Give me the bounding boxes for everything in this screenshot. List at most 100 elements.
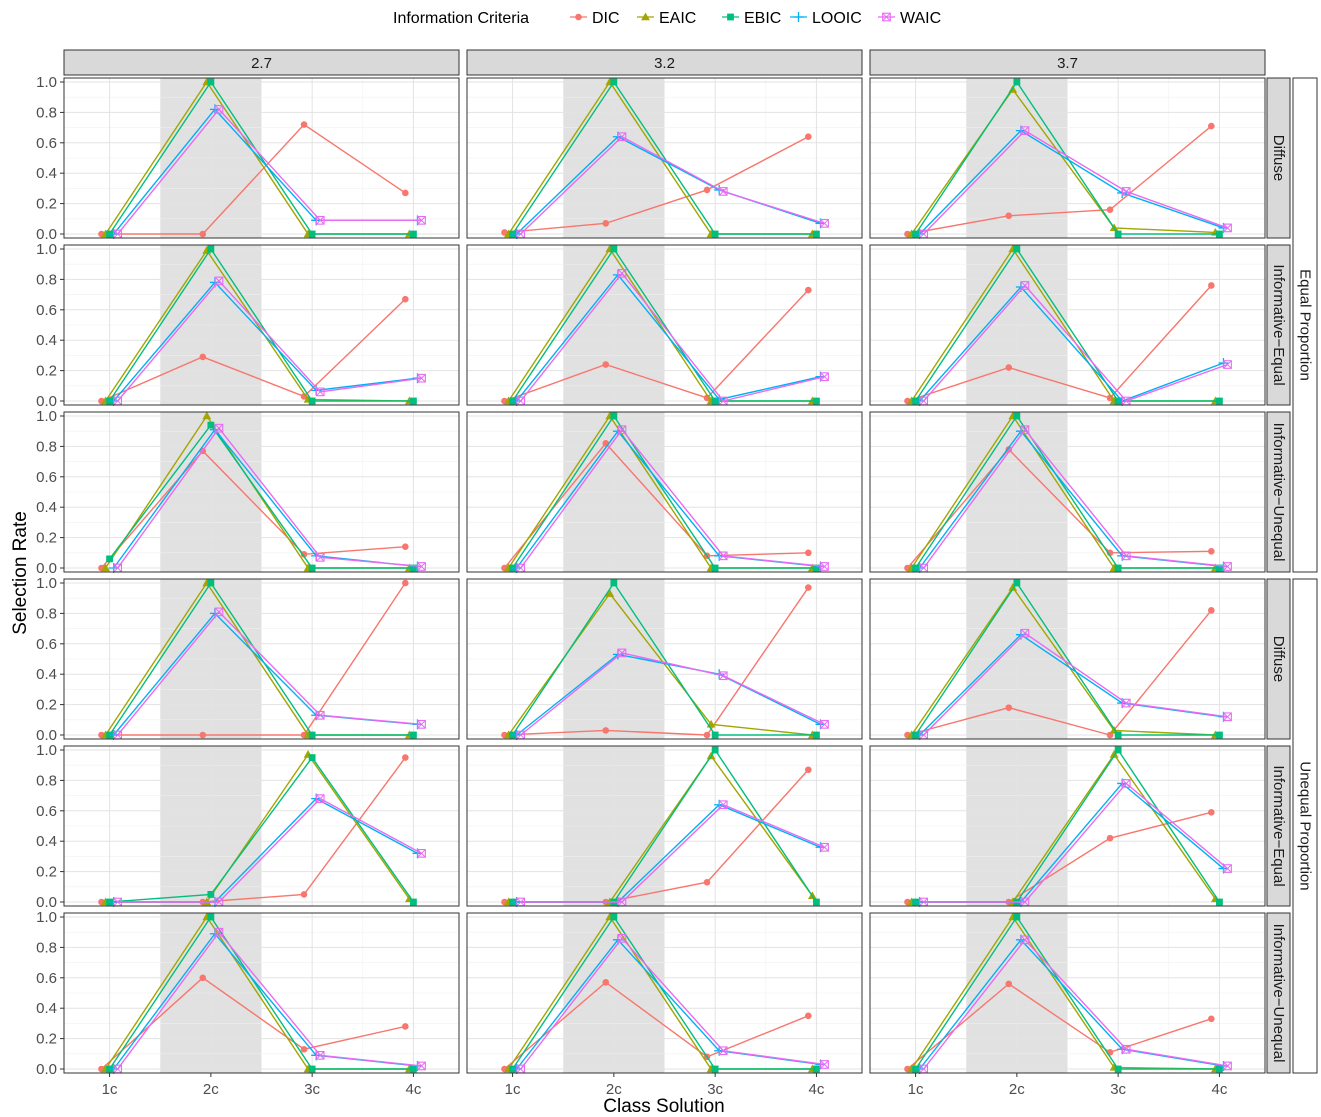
x-tick-label: 1c bbox=[908, 1081, 924, 1098]
series-line bbox=[113, 281, 418, 402]
data-point bbox=[1121, 698, 1131, 708]
data-point bbox=[1216, 1065, 1223, 1073]
panel-r6-c2 bbox=[466, 912, 863, 1074]
panel-r5-c3 bbox=[869, 745, 1266, 907]
series-dic bbox=[904, 980, 1215, 1073]
data-point bbox=[610, 78, 618, 86]
row-strip-label: Diffuse bbox=[1270, 636, 1287, 682]
outer-strip-label: Unequal Proportion bbox=[1297, 761, 1314, 890]
data-point bbox=[813, 564, 820, 572]
series-line bbox=[117, 279, 422, 402]
data-point bbox=[1208, 607, 1215, 614]
data-point bbox=[711, 731, 719, 739]
series-line bbox=[504, 289, 809, 402]
data-point bbox=[1223, 562, 1232, 571]
series-waic bbox=[113, 794, 426, 907]
data-point bbox=[101, 563, 110, 572]
column-strip-3: 3.7 bbox=[869, 49, 1266, 76]
data-point bbox=[1114, 564, 1122, 572]
data-point bbox=[1223, 223, 1232, 233]
data-point bbox=[214, 276, 224, 286]
data-point bbox=[417, 849, 426, 858]
data-point bbox=[402, 579, 409, 587]
legend-item-dic: DIC bbox=[570, 10, 620, 27]
legend: Information Criteria DIC EAIC EBIC LOOIC WAI… bbox=[393, 10, 941, 27]
data-point bbox=[1208, 122, 1215, 130]
data-point bbox=[402, 295, 409, 303]
series-line bbox=[520, 272, 825, 402]
series-line bbox=[907, 609, 1212, 736]
series-waic bbox=[919, 628, 1232, 740]
y-tick-label: 0.0 bbox=[36, 560, 57, 577]
data-point bbox=[1114, 230, 1122, 238]
y-tick-label: 0.6 bbox=[36, 135, 57, 152]
series-line bbox=[914, 80, 1220, 235]
series-line bbox=[907, 983, 1212, 1070]
row-strip-label: Informative−Unequal bbox=[1270, 423, 1287, 562]
series-line bbox=[906, 448, 1212, 569]
y-tick-label: 0.4 bbox=[36, 1000, 57, 1017]
facet-strips: 2.7 3.2 3.7 Diffuse Informative−Equal Informa… bbox=[63, 49, 1318, 1074]
series-waic bbox=[113, 276, 426, 406]
legend-label: EBIC bbox=[744, 10, 781, 27]
series-line bbox=[923, 632, 1228, 736]
series-waic bbox=[113, 423, 426, 573]
data-point bbox=[417, 373, 426, 383]
panel-border bbox=[63, 244, 460, 406]
data-point bbox=[410, 898, 417, 906]
x-tick-label: 1c bbox=[102, 1081, 118, 1098]
data-point bbox=[113, 396, 123, 406]
series-line bbox=[109, 756, 414, 903]
data-point bbox=[617, 132, 627, 142]
data-point bbox=[417, 562, 426, 571]
data-point bbox=[315, 1050, 325, 1060]
data-point bbox=[610, 412, 618, 420]
legend-label: LOOIC bbox=[812, 10, 862, 27]
row-strip-5: Informative−Equal bbox=[1266, 745, 1291, 907]
data-point bbox=[300, 551, 308, 558]
data-point bbox=[805, 766, 812, 774]
y-tick-label: 0.0 bbox=[36, 393, 57, 410]
y-tick-label: 0.2 bbox=[36, 530, 57, 547]
legend-item-eaic: EAIC bbox=[637, 10, 696, 27]
series-line bbox=[910, 88, 1216, 235]
series-waic bbox=[113, 105, 426, 239]
series-waic bbox=[919, 425, 1232, 573]
series-line bbox=[923, 129, 1228, 235]
data-point bbox=[617, 268, 627, 278]
panel-border bbox=[466, 411, 863, 573]
data-point bbox=[1013, 412, 1021, 420]
series-line bbox=[520, 652, 825, 736]
legend-label: EAIC bbox=[659, 10, 696, 27]
series-line bbox=[511, 247, 817, 402]
data-point bbox=[718, 1046, 728, 1056]
series-line bbox=[101, 123, 406, 235]
data-point bbox=[1005, 980, 1013, 988]
data-point bbox=[820, 372, 829, 382]
panel-border bbox=[63, 912, 460, 1074]
series-waic bbox=[516, 648, 829, 740]
series-line bbox=[117, 610, 422, 736]
series-line bbox=[108, 247, 414, 402]
series-line bbox=[914, 915, 1220, 1070]
data-point bbox=[703, 186, 711, 194]
column-strip-label: 3.7 bbox=[1057, 55, 1078, 72]
series-line bbox=[919, 129, 1224, 235]
series-line bbox=[907, 125, 1212, 235]
x-tick-label: 3c bbox=[707, 1081, 723, 1098]
series-line bbox=[923, 284, 1228, 402]
data-point bbox=[1216, 731, 1223, 739]
panel-border bbox=[466, 244, 863, 406]
data-point bbox=[1208, 547, 1215, 555]
data-point bbox=[605, 589, 615, 597]
data-point bbox=[617, 648, 627, 658]
panel-border bbox=[466, 578, 863, 740]
series-line bbox=[117, 108, 422, 235]
data-point bbox=[610, 579, 618, 587]
row-strip-3: Informative−Unequal bbox=[1266, 411, 1291, 573]
series-waic bbox=[113, 607, 426, 740]
series-line bbox=[914, 247, 1220, 402]
column-strip-label: 3.2 bbox=[654, 55, 675, 72]
x-tick-label: 1c bbox=[505, 1081, 521, 1098]
